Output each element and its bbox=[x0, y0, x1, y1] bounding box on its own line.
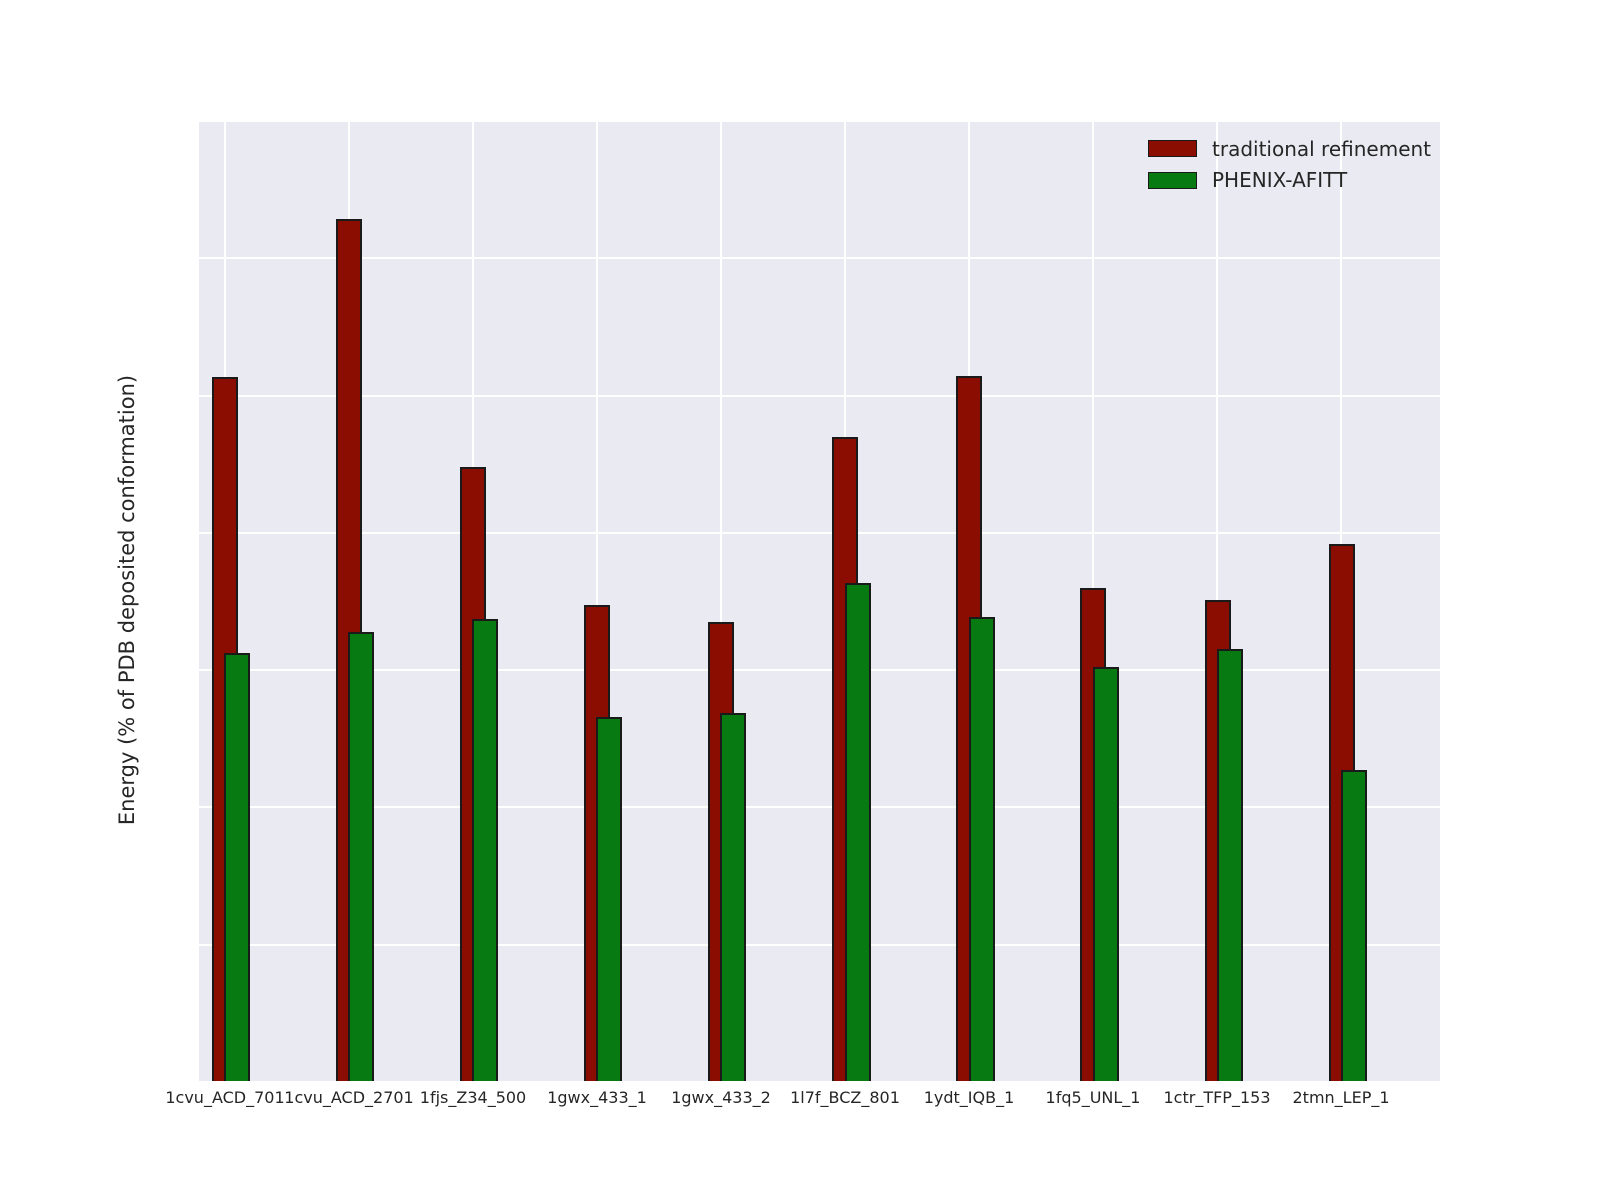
h-gridline bbox=[199, 532, 1440, 534]
x-tick-label: 2tmn_LEP_1 bbox=[1292, 1088, 1390, 1107]
h-gridline bbox=[199, 944, 1440, 946]
legend-label: PHENIX-AFITT bbox=[1212, 168, 1348, 192]
h-gridline bbox=[199, 806, 1440, 808]
x-tick-label: 1fjs_Z34_500 bbox=[419, 1088, 527, 1107]
bar-phenix-1ctr_TFP_153 bbox=[1217, 649, 1243, 1081]
v-gridline bbox=[596, 120, 598, 1081]
plot-area bbox=[199, 120, 1440, 1081]
x-tick-label: 1ctr_TFP_153 bbox=[1163, 1088, 1271, 1107]
bar-phenix-1l7f_BCZ_801 bbox=[845, 583, 871, 1081]
h-gridline bbox=[199, 120, 1440, 122]
bar-phenix-1gwx_433_2 bbox=[720, 713, 746, 1081]
bar-phenix-1gwx_433_1 bbox=[596, 717, 622, 1081]
x-tick-label: 1fq5_UNL_1 bbox=[1045, 1088, 1141, 1107]
legend-item: traditional refinement bbox=[1148, 136, 1432, 161]
bar-phenix-2tmn_LEP_1 bbox=[1341, 770, 1367, 1081]
h-gridline bbox=[199, 669, 1440, 671]
legend-item: PHENIX-AFITT bbox=[1148, 168, 1348, 192]
x-tick-label: 1gwx_433_1 bbox=[547, 1088, 647, 1107]
bar-phenix-1cvu_ACD_701 bbox=[224, 653, 250, 1081]
x-tick-label: 1ydt_IQB_1 bbox=[923, 1088, 1015, 1107]
legend-swatch bbox=[1148, 140, 1197, 157]
x-tick-label: 1gwx_433_2 bbox=[671, 1088, 771, 1107]
legend-swatch bbox=[1148, 171, 1197, 189]
legend-label: traditional refinement bbox=[1212, 136, 1432, 161]
v-gridline bbox=[720, 120, 722, 1081]
bar-phenix-1fq5_UNL_1 bbox=[1093, 667, 1119, 1081]
h-gridline bbox=[199, 395, 1440, 397]
h-gridline bbox=[199, 257, 1440, 259]
y-axis-label: Energy (% of PDB deposited conformation) bbox=[115, 374, 139, 826]
bar-phenix-1ydt_IQB_1 bbox=[969, 617, 995, 1081]
x-tick-label: 1cvu_ACD_701 bbox=[165, 1088, 285, 1107]
bar-phenix-1cvu_ACD_2701 bbox=[348, 632, 374, 1081]
x-tick-label: 1cvu_ACD_2701 bbox=[284, 1088, 414, 1107]
bar-phenix-1fjs_Z34_500 bbox=[472, 619, 498, 1081]
x-tick-label: 1l7f_BCZ_801 bbox=[790, 1088, 900, 1107]
